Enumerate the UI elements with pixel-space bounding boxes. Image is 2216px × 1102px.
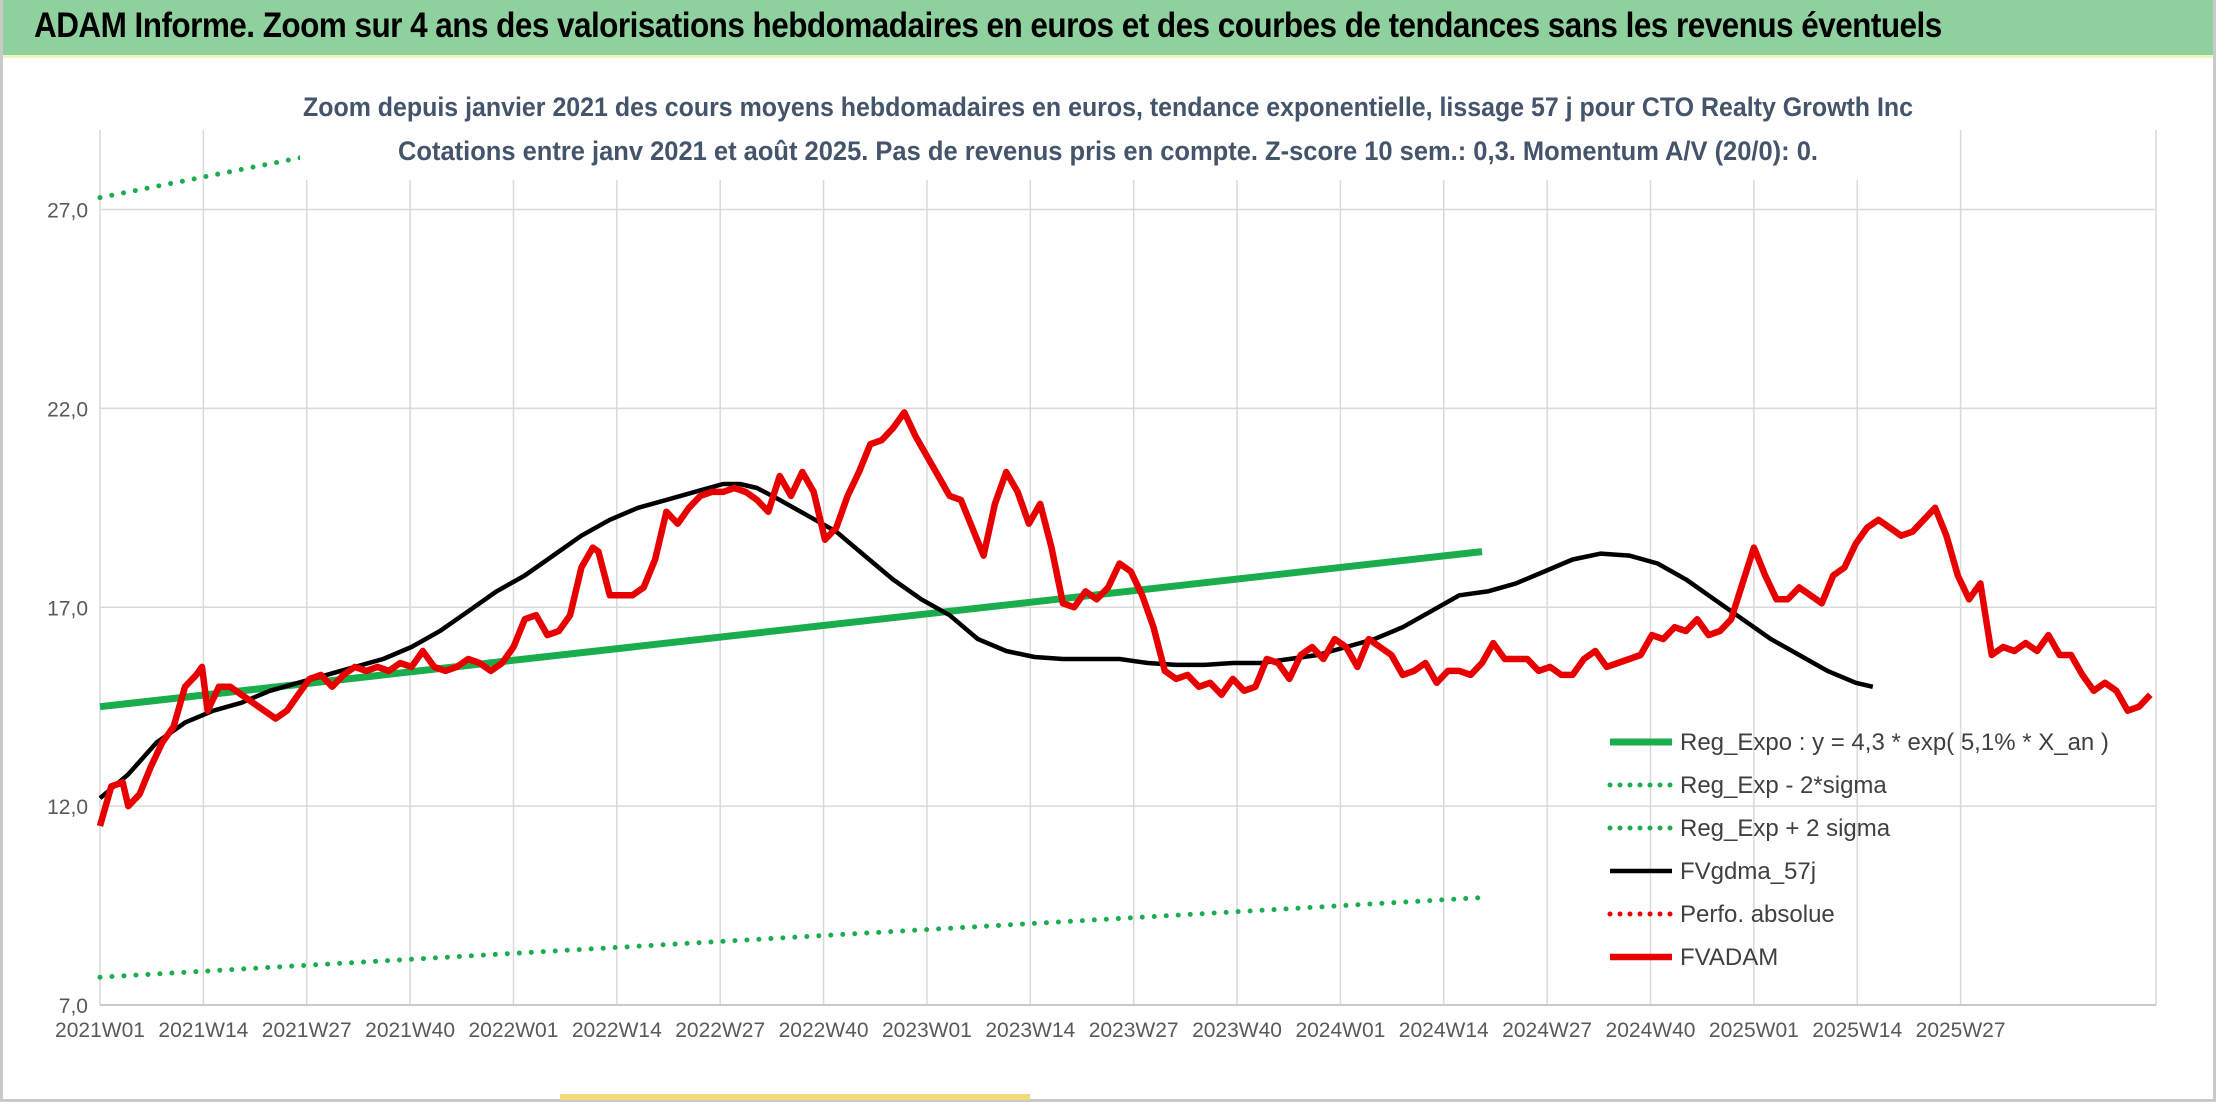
x-tick-label: 2024W14 (1399, 1019, 1489, 1042)
y-tick-label: 7,0 (59, 995, 88, 1018)
y-tick-label: 22,0 (47, 398, 88, 421)
x-tick-label: 2021W27 (262, 1019, 352, 1042)
x-axis-tick-labels: 2021W01 2021W14 2021W27 2021W40 2022W01 2022W… (55, 1019, 2006, 1042)
chart-legend: Reg_Expo : y = 4,3 * exp( 5,1% * X_an ) R… (1607, 729, 2109, 971)
bottom-accent-bar (560, 1094, 1030, 1100)
y-tick-label: 17,0 (47, 597, 88, 620)
chart-subtitle: Cotations entre janv 2021 et août 2025. … (398, 136, 1818, 166)
chart-title-background (300, 60, 1916, 180)
x-tick-label: 2024W27 (1502, 1019, 1592, 1042)
x-tick-label: 2023W40 (1192, 1019, 1282, 1042)
moving-average-line (98, 481, 1874, 800)
chart-title: Zoom depuis janvier 2021 des cours moyen… (303, 92, 1913, 122)
chart-gridlines (99, 130, 2157, 1006)
x-tick-label: 2024W40 (1606, 1019, 1696, 1042)
x-tick-label: 2022W14 (572, 1019, 662, 1042)
x-tick-label: 2021W01 (55, 1019, 145, 1042)
legend-label: Reg_Exp + 2 sigma (1680, 815, 1891, 842)
legend-label: Perfo. absolue (1680, 901, 1835, 928)
x-tick-label: 2025W01 (1709, 1019, 1799, 1042)
valuation-line-chart: 7,0 12,0 17,0 22,0 27,0 2021W01 2021W14 2021W2… (47, 60, 2157, 1042)
report-banner: ADAM Informe. Zoom sur 4 ans des valoris… (0, 0, 2216, 58)
trend-minus-2sigma-line (97, 895, 1485, 980)
report-title: ADAM Informe. Zoom sur 4 ans des valoris… (34, 6, 1942, 45)
x-tick-label: 2022W40 (779, 1019, 869, 1042)
legend-label: FVADAM (1680, 944, 1778, 971)
x-tick-label: 2023W14 (985, 1019, 1075, 1042)
y-tick-label: 12,0 (47, 796, 88, 819)
x-tick-label: 2023W01 (882, 1019, 972, 1042)
legend-label: Reg_Exp - 2*sigma (1680, 772, 1887, 799)
x-tick-label: 2024W01 (1295, 1019, 1385, 1042)
x-tick-label: 2025W27 (1916, 1019, 2006, 1042)
x-tick-label: 2025W14 (1812, 1019, 1902, 1042)
legend-label: Reg_Expo : y = 4,3 * exp( 5,1% * X_an ) (1680, 729, 2109, 756)
x-tick-label: 2021W40 (365, 1019, 455, 1042)
fvadam-price-line (96, 409, 2153, 827)
y-axis-tick-labels: 7,0 12,0 17,0 22,0 27,0 (47, 200, 88, 1018)
x-tick-label: 2023W27 (1089, 1019, 1179, 1042)
legend-label: FVgdma_57j (1680, 858, 1816, 885)
x-tick-label: 2022W01 (469, 1019, 559, 1042)
x-tick-label: 2021W14 (158, 1019, 248, 1042)
y-tick-label: 27,0 (47, 200, 88, 223)
x-tick-label: 2022W27 (675, 1019, 765, 1042)
